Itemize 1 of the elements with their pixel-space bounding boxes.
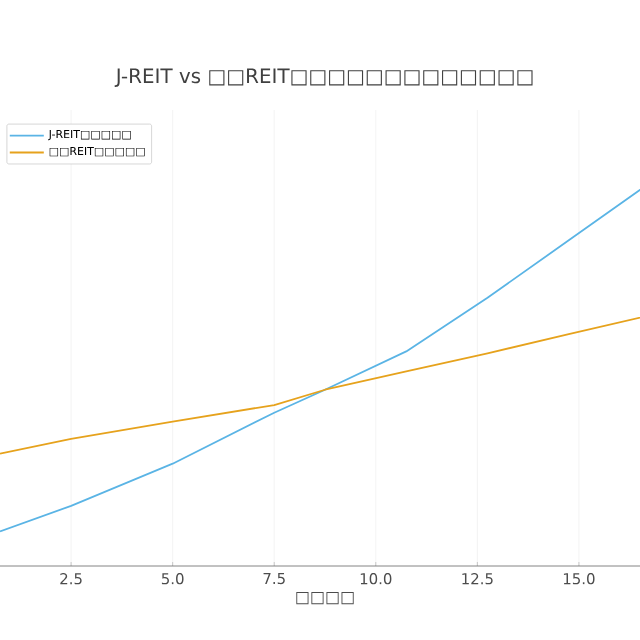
chart-title: J-REIT vs □□REIT□□□□□□□□□□□□□ bbox=[114, 68, 533, 88]
